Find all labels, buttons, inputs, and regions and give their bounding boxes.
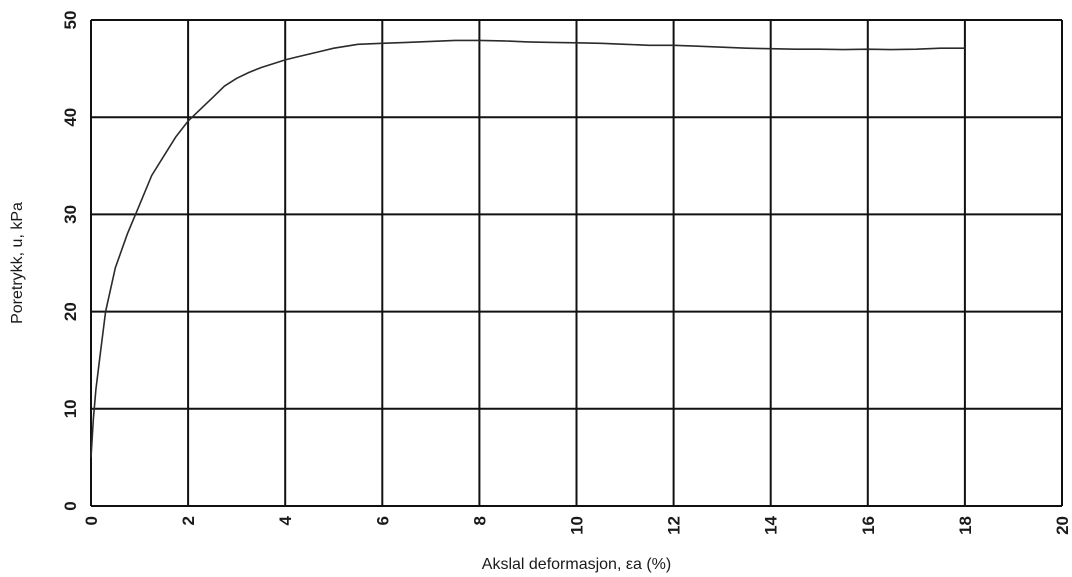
- y-axis-label: Poretrykk, u, kPa: [9, 202, 26, 324]
- y-tick-label: 50: [61, 11, 80, 30]
- x-tick-label: 8: [470, 516, 489, 525]
- y-tick-label: 20: [61, 302, 80, 321]
- x-tick-label: 0: [82, 516, 101, 525]
- x-tick-label: 20: [1053, 516, 1072, 535]
- y-tick-label: 0: [61, 501, 80, 510]
- x-tick-label: 16: [859, 516, 878, 535]
- y-tick-labels: 0 10 20 30 40 50: [61, 11, 80, 511]
- x-tick-label: 6: [373, 516, 392, 525]
- x-tick-label: 2: [179, 516, 198, 525]
- x-tick-label: 10: [568, 516, 587, 535]
- x-tick-labels: 0 2 4 6 8 10 12 14 16 18 20: [82, 515, 1072, 534]
- series: [90, 39, 965, 458]
- y-tick-label: 30: [61, 205, 80, 224]
- x-tick-label: 12: [665, 516, 684, 535]
- y-tick-label: 40: [61, 108, 80, 127]
- x-axis-label: Akslal deformasjon, εa (%): [482, 556, 671, 573]
- x-tick-label: 4: [276, 515, 295, 525]
- x-tick-label: 18: [956, 516, 975, 535]
- series-line: [90, 39, 965, 458]
- y-tick-label: 10: [61, 399, 80, 418]
- grid: [90, 19, 1063, 507]
- x-tick-label: 14: [762, 515, 781, 534]
